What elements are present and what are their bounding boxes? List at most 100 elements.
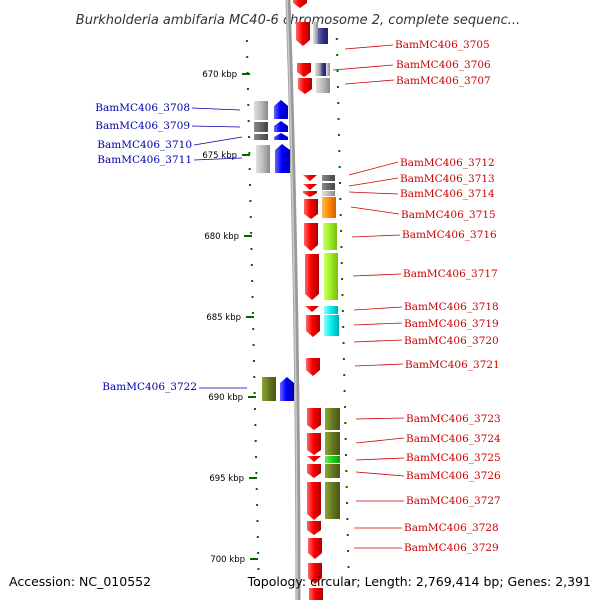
homology-block [262, 377, 276, 401]
gene-arrow-BamMC406_3707[interactable] [298, 78, 312, 94]
left-gene-labels: BamMC406_3708 BamMC406_3709 BamMC406_371… [95, 102, 247, 393]
track-dot [336, 54, 339, 56]
gene-arrow-BamMC406_3721[interactable] [306, 358, 320, 376]
leader-line [355, 437, 405, 444]
scale-track [245, 40, 260, 586]
gene-label-BamMC406_3728[interactable]: BamMC406_3728 [404, 522, 499, 534]
track-dot [249, 200, 252, 202]
gene-arrow-BamMC406_3729[interactable] [308, 538, 322, 559]
leader-line [191, 107, 241, 111]
scale-label-695: 695 kbp [209, 474, 244, 484]
track-dot [246, 88, 249, 90]
gene-label-BamMC406_3726[interactable]: BamMC406_3726 [406, 470, 501, 482]
gene-label-BamMC406_3721[interactable]: BamMC406_3721 [405, 359, 500, 371]
leader-line [355, 471, 405, 477]
gene-arrow-BamMC406_3719[interactable] [306, 315, 320, 337]
gene-arrow-BamMC406_3713[interactable] [303, 184, 317, 190]
gene-arrow-BamMC406_3718[interactable] [305, 306, 319, 312]
gene-arrow-BamMC406_3723[interactable] [307, 408, 321, 430]
gene-label-BamMC406_3705[interactable]: BamMC406_3705 [395, 39, 490, 51]
track-dot [347, 566, 350, 568]
track-dot [245, 40, 248, 42]
gene-label-BamMC406_3723[interactable]: BamMC406_3723 [406, 413, 501, 425]
gene-arrow-BamMC406_3709[interactable] [274, 121, 288, 132]
gene-label-BamMC406_3725[interactable]: BamMC406_3725 [406, 452, 501, 464]
gene-arrow-BamMC406_3717[interactable] [305, 254, 319, 300]
track-dot [249, 216, 252, 218]
chromosome-backbone [285, 0, 301, 600]
homology-block [324, 253, 338, 300]
track-dot [247, 120, 250, 122]
gene-arrow-partial[interactable] [309, 588, 323, 600]
gene-label-BamMC406_3708[interactable]: BamMC406_3708 [95, 102, 190, 114]
track-dot [252, 360, 255, 362]
homology-block [322, 183, 335, 190]
track-dot [255, 456, 258, 458]
gene-arrow-BamMC406_3712[interactable] [303, 175, 317, 181]
gene-label-BamMC406_3717[interactable]: BamMC406_3717 [403, 268, 498, 280]
track-dot [257, 568, 260, 570]
leader-line [352, 273, 402, 277]
gene-arrow-BamMC406_3705[interactable] [296, 22, 310, 46]
track-dot [256, 504, 259, 506]
gene-arrow-BamMC406_3714[interactable] [303, 191, 317, 197]
gene-arrow-BamMC406_3715[interactable] [304, 199, 318, 219]
scale-label-675: 675 kbp [202, 151, 237, 161]
homology-block [256, 145, 270, 173]
gene-arrow-BamMC406_3716[interactable] [304, 223, 318, 251]
gene-label-BamMC406_3706[interactable]: BamMC406_3706 [396, 59, 491, 71]
gene-label-BamMC406_3727[interactable]: BamMC406_3727 [406, 495, 501, 507]
gene-arrow-BamMC406_3722[interactable] [280, 377, 294, 401]
leader-line [353, 339, 403, 343]
gene-arrow-BamMC406_3711[interactable] [275, 144, 290, 173]
gene-label-BamMC406_3724[interactable]: BamMC406_3724 [406, 433, 501, 445]
gene-arrow-BamMC406_3710[interactable] [274, 133, 288, 140]
track-dot [256, 536, 259, 538]
gene-arrow-BamMC406_3724[interactable] [307, 433, 321, 455]
track-dot [347, 582, 350, 584]
gene-arrow-BamMC406_3706[interactable] [297, 63, 311, 77]
gene-arrow-BamMC406_3708[interactable] [274, 100, 288, 119]
scale-label-685: 685 kbp [206, 313, 241, 323]
gene-label-BamMC406_3719[interactable]: BamMC406_3719 [404, 318, 499, 330]
track-dot [336, 70, 339, 72]
gene-label-BamMC406_3713[interactable]: BamMC406_3713 [400, 173, 495, 185]
track-dot [257, 584, 260, 586]
gene-label-BamMC406_3722[interactable]: BamMC406_3722 [102, 381, 197, 393]
track-dot [342, 342, 345, 344]
gene-label-BamMC406_3709[interactable]: BamMC406_3709 [95, 120, 190, 132]
track-dot [335, 38, 338, 40]
gene-arrow-BamMC406_3725[interactable] [307, 456, 321, 462]
gene-label-BamMC406_3716[interactable]: BamMC406_3716 [402, 229, 497, 241]
track-dot [339, 182, 342, 184]
leader-line [353, 306, 403, 311]
track-dot [247, 136, 250, 138]
gene-arrow-BamMC406_3726[interactable] [307, 464, 321, 478]
gene-label-BamMC406_3711[interactable]: BamMC406_3711 [97, 154, 192, 166]
gene-label-BamMC406_3718[interactable]: BamMC406_3718 [404, 301, 499, 313]
gene-label-BamMC406_3715[interactable]: BamMC406_3715 [401, 209, 496, 221]
track-dot [346, 502, 349, 504]
gene-arrow-BamMC406_3727[interactable] [307, 482, 321, 520]
leader-line [355, 457, 405, 461]
track-dot [344, 454, 347, 456]
track-dot [343, 374, 346, 376]
gene-label-BamMC406_3720[interactable]: BamMC406_3720 [404, 335, 499, 347]
gene-label-BamMC406_3714[interactable]: BamMC406_3714 [400, 188, 495, 200]
leader-line [353, 322, 403, 326]
track-dot [338, 166, 341, 168]
track-dot [248, 168, 251, 170]
track-dot [254, 424, 257, 426]
homology-block [254, 134, 268, 140]
track-dot [346, 534, 349, 536]
gene-arrow-partial[interactable] [293, 0, 307, 8]
gene-arrow-partial[interactable] [308, 563, 322, 584]
gene-label-BamMC406_3710[interactable]: BamMC406_3710 [97, 139, 192, 151]
leader-line [348, 177, 399, 187]
gene-label-BamMC406_3712[interactable]: BamMC406_3712 [400, 157, 495, 169]
track-dot [255, 488, 258, 490]
homology-block [322, 175, 335, 181]
gene-arrow-BamMC406_3728[interactable] [307, 521, 321, 535]
gene-label-BamMC406_3707[interactable]: BamMC406_3707 [396, 75, 491, 87]
gene-label-BamMC406_3729[interactable]: BamMC406_3729 [404, 542, 499, 554]
